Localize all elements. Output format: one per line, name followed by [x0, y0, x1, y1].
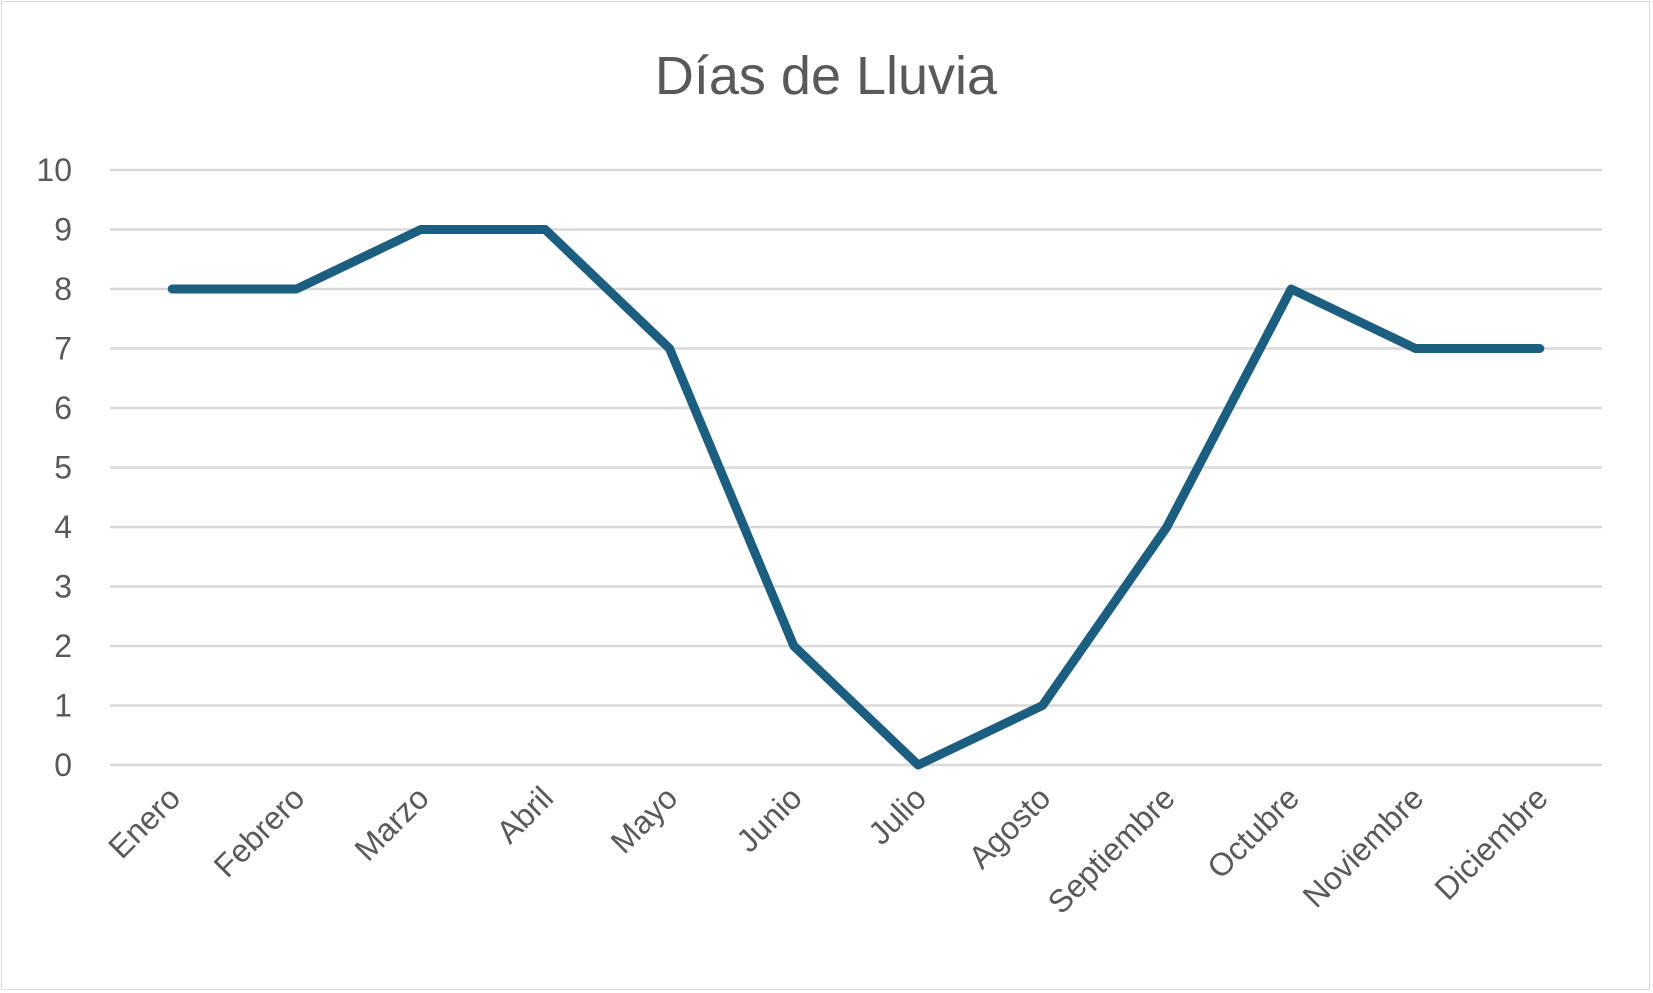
y-tick-label-2: 2 — [54, 628, 72, 664]
x-tick-label-marzo: Marzo — [347, 779, 435, 867]
y-tick-label-0: 0 — [54, 747, 72, 783]
x-tick-label-enero: Enero — [101, 779, 187, 865]
x-tick-label-septiembre: Septiembre — [1041, 779, 1182, 920]
x-tick-label-mayo: Mayo — [604, 779, 685, 860]
x-tick-label-octubre: Octubre — [1200, 779, 1306, 885]
chart-title: Días de Lluvia — [655, 46, 998, 106]
y-tick-label-8: 8 — [54, 271, 72, 307]
x-tick-label-agosto: Agosto — [962, 779, 1058, 875]
x-tick-label-diciembre: Diciembre — [1427, 779, 1554, 906]
x-tick-label-abril: Abril — [489, 779, 560, 850]
y-tick-label-1: 1 — [54, 688, 72, 724]
y-tick-label-7: 7 — [54, 331, 72, 367]
series-group — [167, 225, 1545, 770]
x-tick-label-noviembre: Noviembre — [1296, 779, 1431, 914]
x-tick-label-julio: Julio — [861, 779, 933, 851]
y-tick-label-4: 4 — [54, 509, 72, 545]
y-axis-tick-labels: 0 1 2 3 4 5 6 7 8 9 10 — [36, 152, 72, 783]
y-tick-label-9: 9 — [54, 212, 72, 248]
gridlines — [110, 168, 1602, 767]
x-tick-label-junio: Junio — [729, 779, 809, 859]
x-axis-tick-labels: Enero Febrero Marzo Abril Mayo Junio Julio Agos… — [101, 779, 1555, 920]
y-tick-label-6: 6 — [54, 390, 72, 426]
x-tick-label-febrero: Febrero — [207, 779, 312, 884]
y-tick-label-10: 10 — [36, 152, 72, 188]
series-line-0 — [167, 225, 1545, 770]
y-tick-label-3: 3 — [54, 569, 72, 605]
y-tick-label-5: 5 — [54, 450, 72, 486]
